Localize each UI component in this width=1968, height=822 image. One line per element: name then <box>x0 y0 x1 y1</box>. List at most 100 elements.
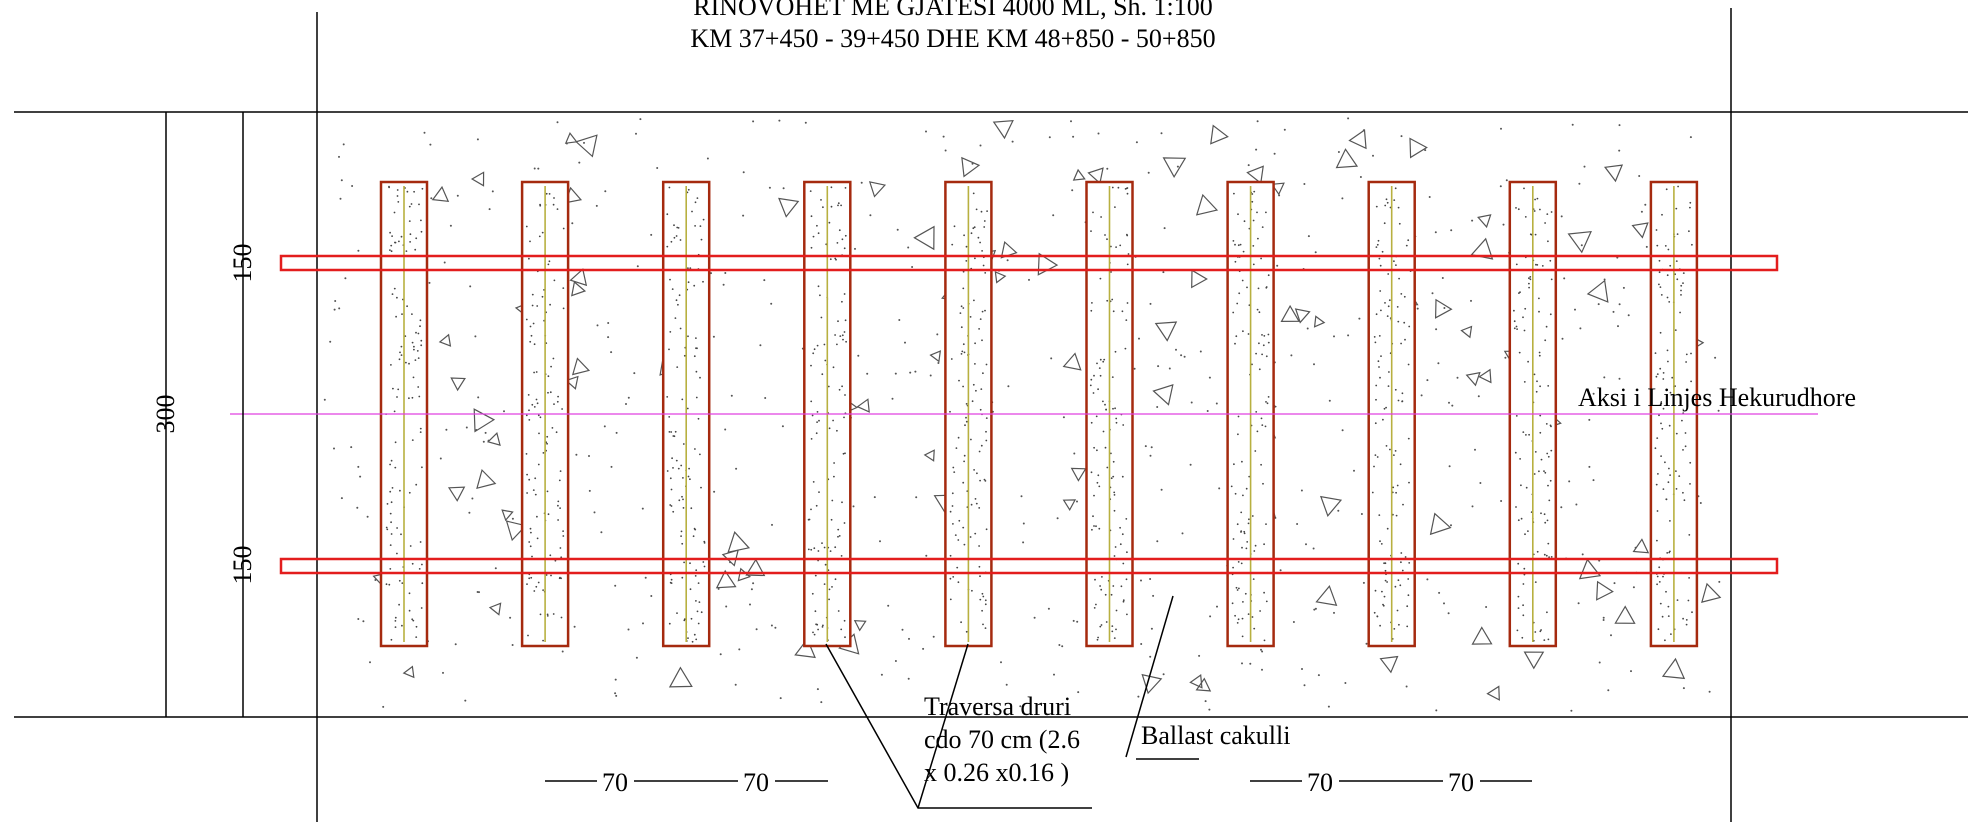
ballast-dot <box>1337 509 1340 512</box>
sleeper-grain <box>1373 465 1375 468</box>
sleeper-grain <box>1112 310 1115 313</box>
sleeper-grain <box>694 448 696 450</box>
sleeper-grain <box>1104 446 1107 449</box>
ballast-dot <box>1256 120 1259 123</box>
ballast-dot <box>1607 689 1610 692</box>
ballast-stone <box>1661 657 1686 680</box>
sleeper-grain <box>831 499 834 502</box>
sleeper-grain <box>526 473 528 476</box>
sleeper-grain <box>670 431 673 433</box>
sleeper-grain <box>1547 484 1549 487</box>
sleeper-grain <box>1100 588 1103 591</box>
sleeper-grain <box>539 613 542 616</box>
rail-bottom <box>279 557 1779 575</box>
ballast-dot <box>1152 594 1155 597</box>
sleeper-grain <box>1375 398 1377 401</box>
sleeper-grain <box>807 548 810 551</box>
sleeper-grain <box>984 480 987 482</box>
ballast-dot <box>1717 409 1720 412</box>
sleeper-grain <box>1661 213 1663 216</box>
sleeper-grain <box>1258 311 1261 314</box>
sleeper-grain <box>1245 487 1248 490</box>
sleeper-grain <box>1548 499 1551 502</box>
sleeper-grain <box>689 478 691 481</box>
sleeper-grain <box>958 519 961 522</box>
sleeper-grain <box>832 366 835 369</box>
sleeper-grain <box>1115 628 1117 631</box>
sleeper-grain <box>809 190 812 193</box>
sleeper-grain <box>965 630 968 633</box>
ballast-stone <box>1429 512 1452 536</box>
sleeper-grain <box>412 376 415 379</box>
sleeper-grain <box>694 201 697 204</box>
sleeper-grain <box>1234 614 1236 617</box>
sleeper-grain <box>1091 302 1093 304</box>
sleeper-grain <box>669 278 671 281</box>
ballast-dot <box>1150 446 1153 449</box>
sleeper-grain <box>1393 454 1395 456</box>
sleeper-grain <box>1247 333 1250 335</box>
sleeper-grain <box>1383 407 1386 410</box>
sleeper-grain <box>981 592 984 595</box>
sleeper-grain <box>982 623 984 626</box>
ballast-dot <box>979 144 982 147</box>
ballast-dot <box>1047 607 1050 610</box>
ballast-dot <box>778 119 781 122</box>
sleeper-grain <box>816 344 819 347</box>
ballast-dot <box>1424 149 1427 152</box>
sleeper-grain <box>1266 402 1269 405</box>
sleeper-grain <box>1519 458 1521 460</box>
sleeper-grain <box>406 190 409 193</box>
sleeper-grain <box>418 203 420 206</box>
sleeper-grain <box>828 221 831 224</box>
sleeper-grain <box>1373 336 1376 338</box>
ballast-stone <box>564 132 578 144</box>
sleeper-grain <box>1675 260 1678 262</box>
sleeper-grain <box>840 204 842 207</box>
sleeper-grain <box>1267 274 1270 277</box>
sleeper-grain <box>675 459 678 462</box>
ballast-dot <box>1138 337 1140 340</box>
ballast-dot <box>1050 357 1053 360</box>
sleeper-grain <box>1515 415 1518 417</box>
ballast-dot <box>351 185 354 187</box>
ballast-dot <box>442 671 444 674</box>
ballast-dot <box>771 523 773 526</box>
ballast-dot <box>1137 695 1140 698</box>
ballast-dot <box>1144 445 1147 448</box>
sleeper-grain <box>1111 630 1114 633</box>
sleeper-grain <box>537 414 540 417</box>
sleeper-grain <box>981 250 983 252</box>
sleeper-grain <box>985 417 988 419</box>
sleeper-grain <box>1126 233 1128 236</box>
sleeper-grain <box>982 595 985 598</box>
ballast-dot <box>1341 429 1344 432</box>
sleeper-grain <box>421 187 424 190</box>
sleeper-grain <box>532 489 535 491</box>
sleeper-grain <box>666 245 669 248</box>
sleeper-grain <box>963 234 965 237</box>
ballast-stone <box>1471 626 1493 645</box>
ballast-dot <box>1005 683 1008 686</box>
sleeper-grain <box>1103 358 1106 361</box>
sleeper-grain <box>1093 446 1095 449</box>
sleeper-grain <box>842 338 844 341</box>
sleeper-grain <box>552 613 555 615</box>
ballast-dot <box>1261 650 1264 653</box>
sleeper-grain <box>1251 363 1253 366</box>
ballast-dot <box>1260 648 1262 651</box>
sleeper-grain <box>1675 207 1678 210</box>
ballast-dot <box>1306 327 1309 330</box>
sleeper-grain <box>528 419 531 421</box>
sleeper-grain <box>981 339 983 342</box>
ballast-dot <box>782 187 785 190</box>
ballast-stone <box>450 377 466 392</box>
ballast-dot <box>429 143 432 146</box>
sleeper-grain <box>397 388 400 391</box>
sleeper-grain <box>978 565 981 568</box>
sleeper-grain <box>552 203 555 206</box>
ballast-stone <box>727 531 751 554</box>
sleeper-grain <box>1251 515 1254 517</box>
sleeper-grain <box>549 303 551 306</box>
sleeper-grain <box>388 583 391 586</box>
